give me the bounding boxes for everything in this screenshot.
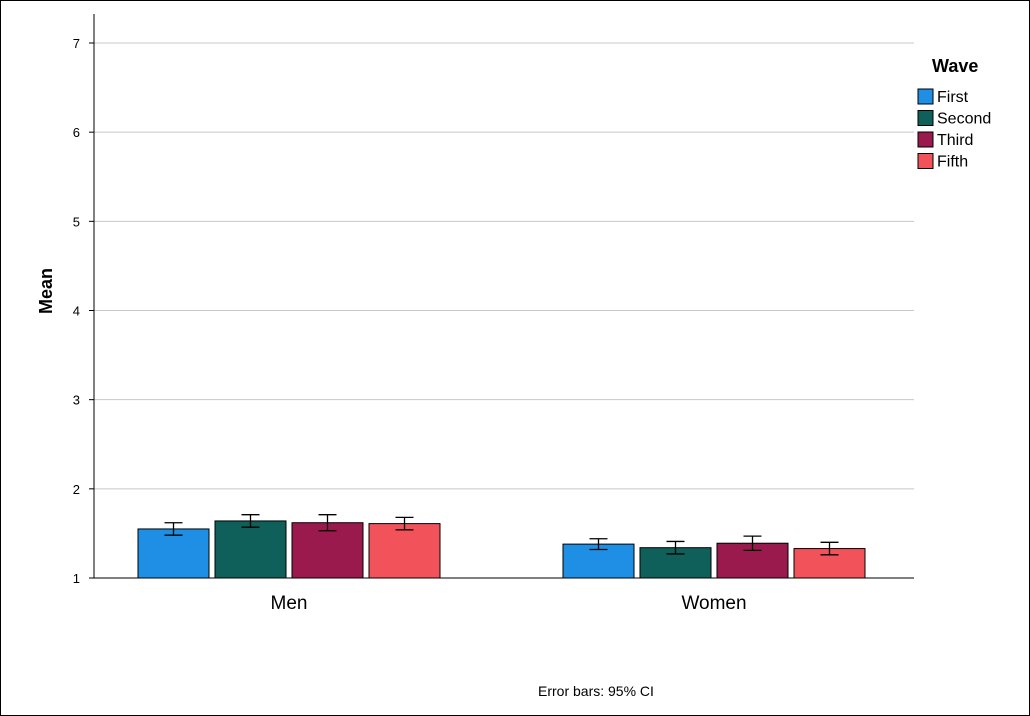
bar-men-third: [291, 522, 364, 579]
y-axis: 1 2 3 4 5 6 7: [73, 14, 95, 586]
y-tick-label: 7: [73, 36, 80, 51]
y-tick-label: 5: [73, 214, 80, 229]
legend-item-third: Third: [917, 131, 973, 149]
y-tick-label: 1: [73, 571, 80, 586]
legend-title: Wave: [932, 56, 978, 76]
error-bars-footnote: Error bars: 95% CI: [538, 683, 654, 699]
legend-swatch: [917, 88, 934, 105]
error-bar-women-second: [666, 540, 685, 555]
error-bar-men-second: [241, 514, 260, 528]
y-tick-label: 3: [73, 393, 80, 408]
y-axis-title: Mean: [36, 268, 56, 314]
gridlines: [94, 42, 914, 490]
x-category-label: Women: [681, 593, 746, 614]
error-bar-women-third: [743, 535, 762, 552]
x-category-label: Men: [271, 593, 308, 614]
error-bar-women-fifth: [820, 541, 839, 556]
bars: [137, 520, 866, 579]
legend-label: Third: [937, 132, 973, 149]
legend-swatch: [917, 110, 934, 126]
legend-swatch: [917, 131, 934, 148]
error-bar-men-third: [318, 514, 337, 532]
error-bars: [164, 514, 839, 556]
y-tick-label: 2: [73, 482, 80, 497]
error-bar-men-fifth: [395, 516, 414, 531]
legend: Wave First Second Third Fifth: [917, 56, 991, 171]
legend-swatch: [917, 153, 934, 169]
legend-label: Second: [937, 111, 991, 128]
y-tick-label: 6: [73, 125, 80, 140]
bar-men-first: [137, 528, 210, 579]
x-axis-labels: Men Women: [271, 593, 747, 614]
legend-item-fifth: Fifth: [917, 153, 968, 171]
bar-men-fifth: [368, 523, 441, 579]
y-tick-label: 4: [73, 304, 80, 319]
legend-label: Fifth: [937, 154, 968, 171]
legend-label: First: [937, 89, 969, 106]
error-bar-women-first: [589, 538, 608, 551]
error-bar-men-first: [164, 522, 183, 536]
legend-item-second: Second: [917, 110, 991, 128]
bar-men-second: [214, 520, 287, 579]
legend-item-first: First: [917, 88, 969, 106]
